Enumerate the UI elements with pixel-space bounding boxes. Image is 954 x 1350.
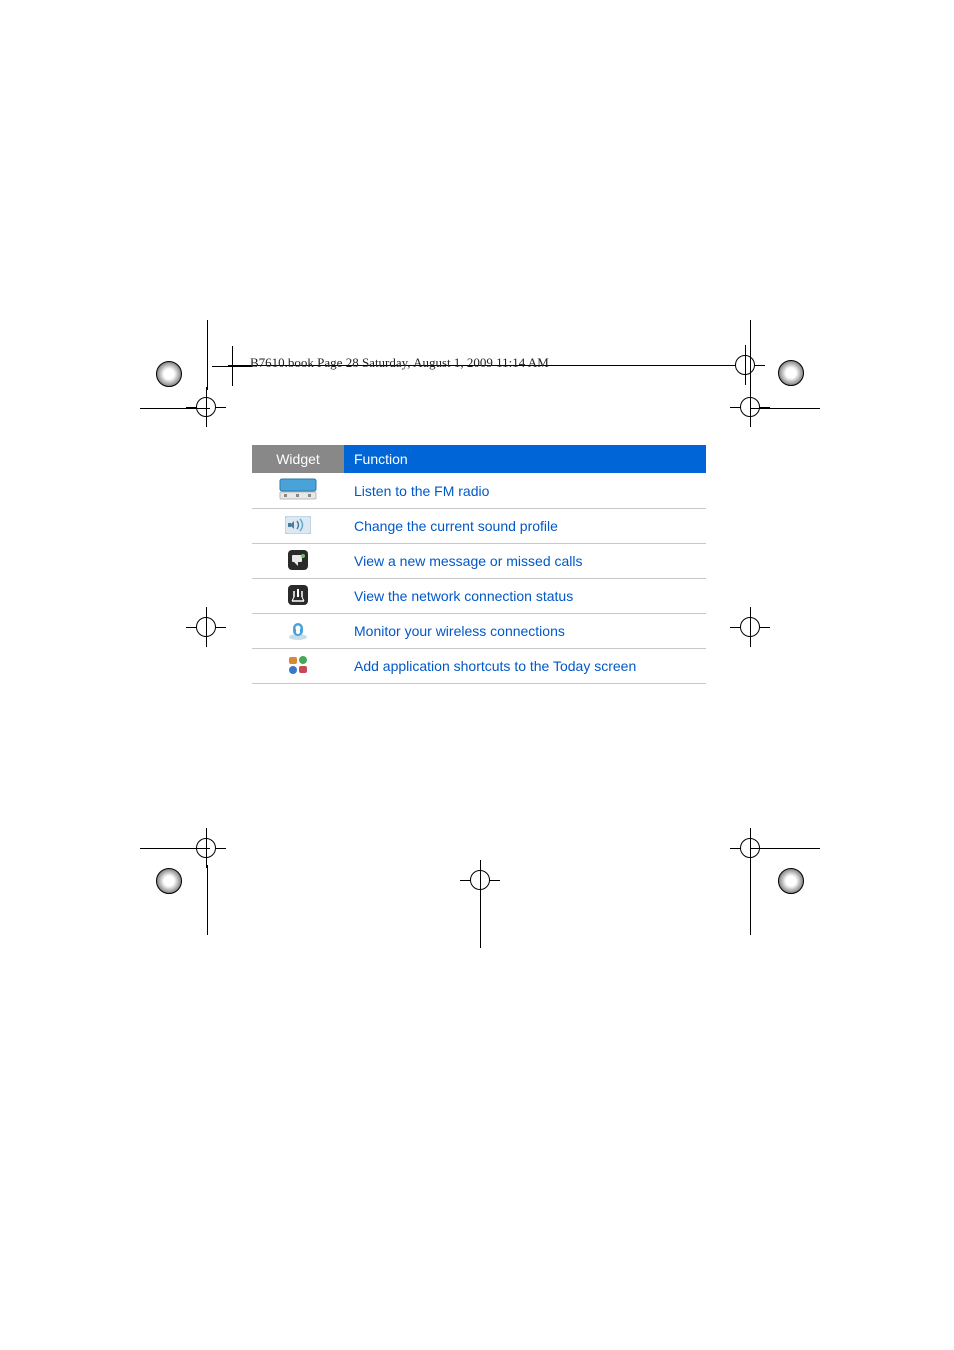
reg-mark-tr (770, 352, 810, 392)
table-row: View a new message or missed calls (252, 544, 706, 579)
crosshair-tl (186, 387, 226, 427)
reg-mark-bl (148, 860, 188, 900)
wireless-icon (287, 620, 309, 643)
reg-mark-tl (148, 353, 188, 393)
table-row: Listen to the FM radio (252, 473, 706, 509)
table-cell-func: Listen to the FM radio (344, 473, 706, 509)
table-row: Change the current sound profile (252, 509, 706, 544)
table-row: Add application shortcuts to the Today s… (252, 649, 706, 684)
crosshair-tr1 (725, 345, 765, 385)
table-cell-func: Monitor your wireless connections (344, 614, 706, 649)
crosshair-mr (730, 607, 770, 647)
table-cell-func: View the network connection status (344, 579, 706, 614)
crosshair-bc (460, 860, 500, 900)
reg-mark-br (770, 860, 810, 900)
message-missed-icon (288, 550, 308, 573)
crop-h-tr (750, 408, 820, 409)
header-crosshair (212, 346, 242, 376)
crop-v-tl (207, 320, 208, 390)
crop-h-bl (140, 848, 210, 849)
sound-profile-icon (285, 516, 311, 537)
crosshair-ml (186, 607, 226, 647)
table-row: Monitor your wireless connections (252, 614, 706, 649)
table-header-function: Function (344, 445, 706, 473)
fm-radio-icon (279, 478, 317, 503)
table-cell-func: View a new message or missed calls (344, 544, 706, 579)
table-cell-func: Add application shortcuts to the Today s… (344, 649, 706, 684)
crop-v-tr (750, 320, 751, 390)
running-head: B7610.book Page 28 Saturday, August 1, 2… (250, 355, 549, 371)
app-shortcuts-icon (287, 655, 309, 678)
crop-h-br (750, 848, 820, 849)
network-status-icon (288, 585, 308, 608)
crosshair-tr2 (730, 387, 770, 427)
table-row: View the network connection status (252, 579, 706, 614)
crop-v-br (750, 865, 751, 935)
table-header-widget: Widget (252, 445, 344, 473)
crop-v-bl (207, 865, 208, 935)
table-cell-func: Change the current sound profile (344, 509, 706, 544)
crop-v-bc (480, 898, 481, 948)
crop-h-tl (140, 408, 210, 409)
widget-function-table: Widget Function Listen to the FM radio (252, 445, 706, 684)
